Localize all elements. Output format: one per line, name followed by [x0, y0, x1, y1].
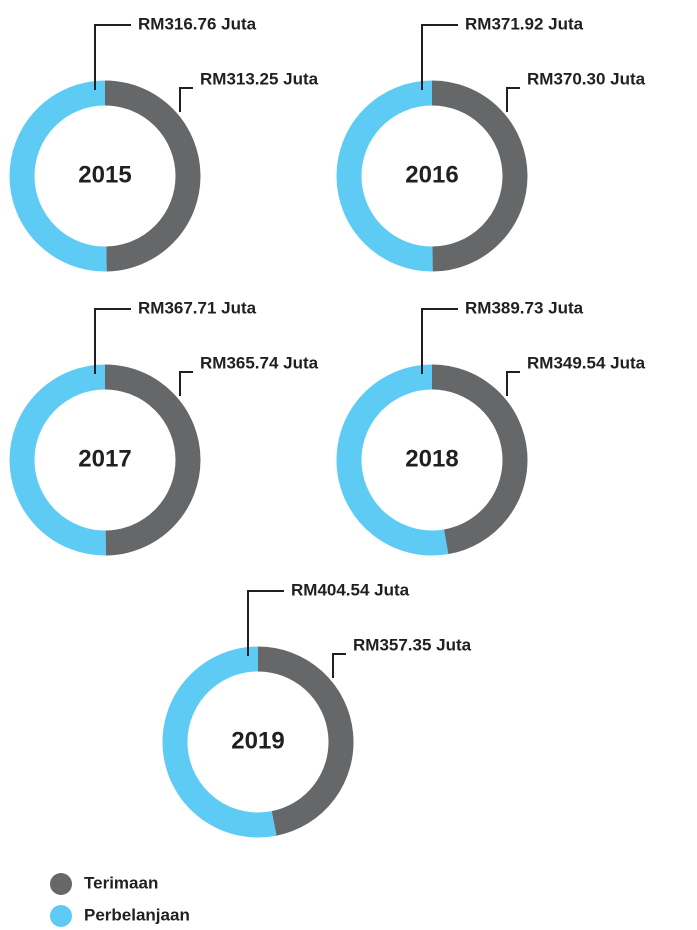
legend-swatch — [50, 905, 72, 927]
value-label: RM357.35 Juta — [353, 635, 472, 654]
leader-line — [421, 24, 458, 90]
value-label: RM313.25 Juta — [200, 69, 319, 88]
donut-segment — [9, 80, 107, 272]
leader-line — [94, 24, 131, 90]
value-label: RM349.54 Juta — [527, 353, 646, 372]
donut-segment — [431, 364, 528, 555]
leader-line — [247, 590, 284, 656]
legend-swatch — [50, 873, 72, 895]
leader-line — [179, 87, 193, 112]
legend-label: Perbelanjaan — [84, 905, 190, 924]
legend-label: Terimaan — [84, 873, 158, 892]
donut-segment — [104, 80, 201, 272]
leader-line — [506, 371, 520, 396]
leader-line — [332, 653, 346, 678]
value-label: RM389.73 Juta — [465, 298, 584, 317]
value-label: RM365.74 Juta — [200, 353, 319, 372]
leader-line — [421, 308, 458, 374]
donut-segment — [9, 364, 106, 556]
donut-segment — [162, 646, 277, 838]
donut-segment — [336, 364, 449, 556]
value-label: RM404.54 Juta — [291, 580, 410, 599]
donut-segment — [104, 364, 201, 556]
leader-line — [506, 87, 520, 112]
donut-segment — [257, 646, 354, 836]
year-label: 2015 — [78, 161, 131, 188]
value-label: RM367.71 Juta — [138, 298, 257, 317]
year-label: 2018 — [405, 445, 458, 472]
year-label: 2019 — [231, 727, 284, 754]
value-label: RM316.76 Juta — [138, 14, 257, 33]
year-label: 2017 — [78, 445, 131, 472]
value-label: RM370.30 Juta — [527, 69, 646, 88]
leader-line — [94, 308, 131, 374]
year-label: 2016 — [405, 161, 458, 188]
value-label: RM371.92 Juta — [465, 14, 584, 33]
donut-segment — [431, 80, 528, 272]
donut-segment — [336, 80, 433, 272]
leader-line — [179, 371, 193, 396]
